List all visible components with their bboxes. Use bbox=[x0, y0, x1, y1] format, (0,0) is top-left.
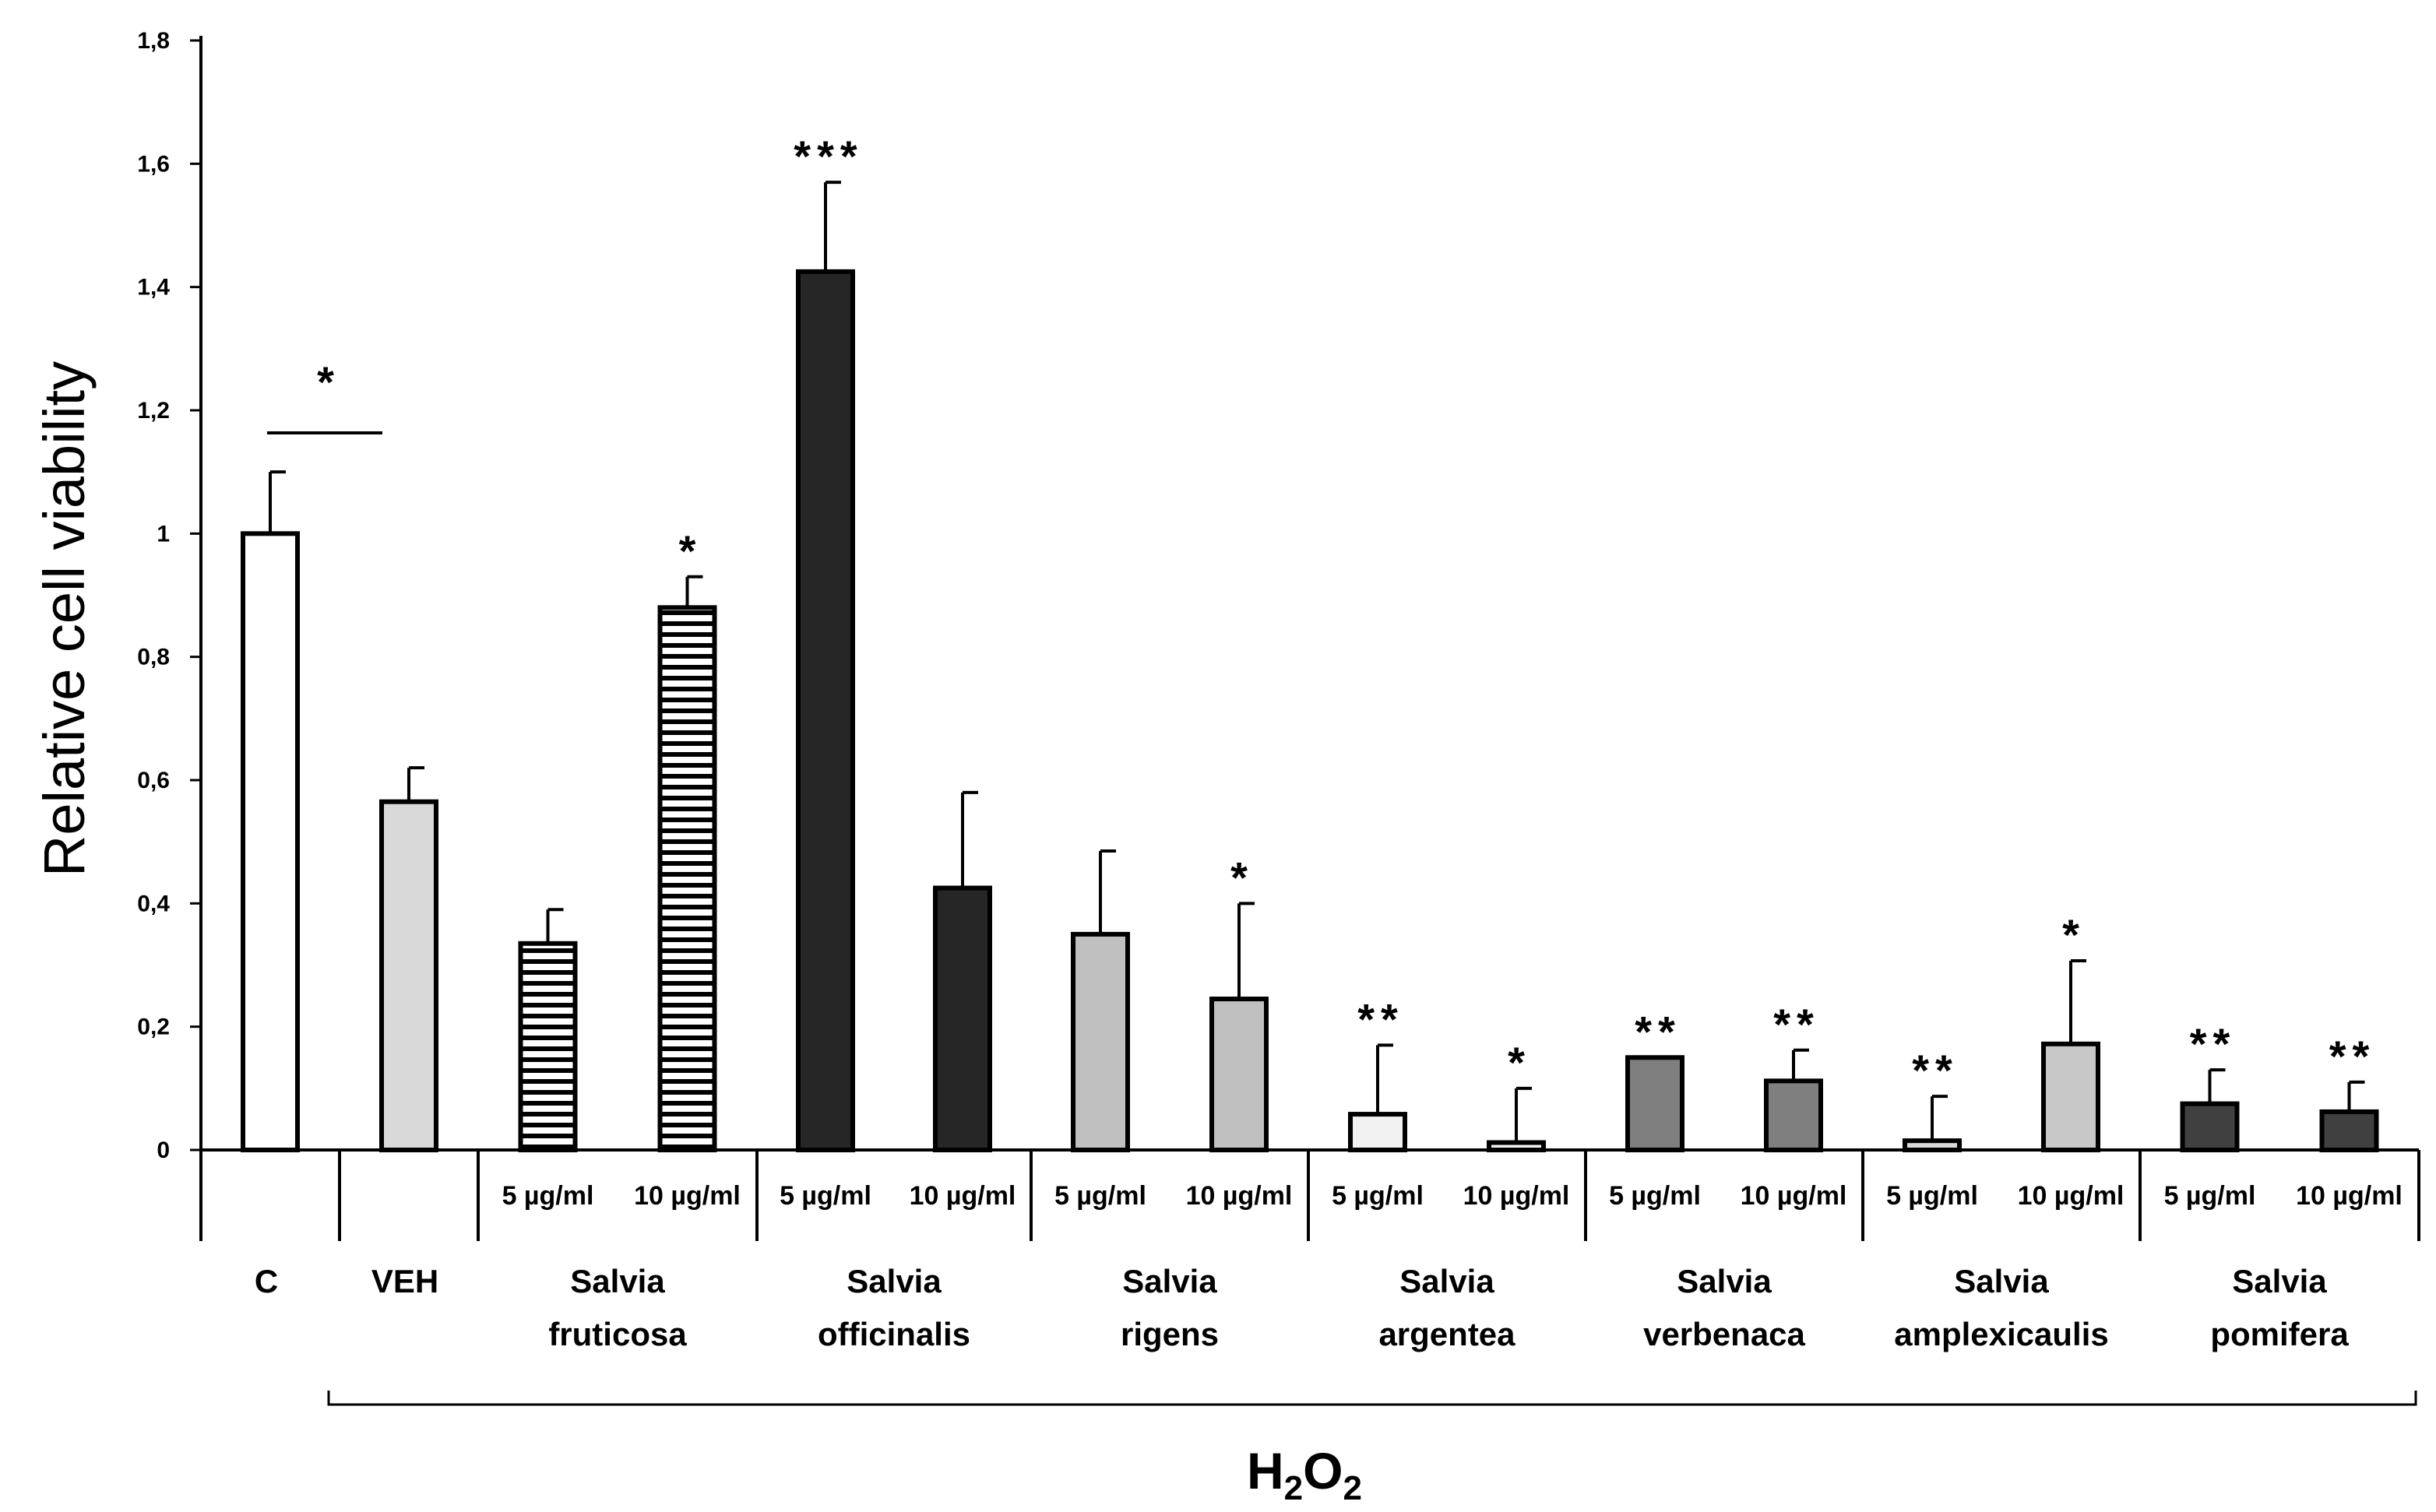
group-label-line2: officinalis bbox=[818, 1316, 970, 1352]
category-dividers bbox=[338, 1150, 2420, 1241]
group-label-line1: Salvia bbox=[1677, 1263, 1772, 1299]
group-label-line1: C bbox=[255, 1263, 278, 1299]
comparison-significance: * bbox=[317, 357, 340, 406]
significance-mark: * bbox=[679, 526, 702, 575]
y-axis-ticks: 0 0,2 0,4 0,6 0,8 1 1,2 1,4 1,6 1,8 bbox=[137, 28, 201, 1163]
y-tick-label: 0,4 bbox=[137, 891, 170, 916]
y-tick-label: 0,8 bbox=[137, 645, 170, 670]
bar bbox=[1487, 1140, 1546, 1152]
h2o2-label: H2O2 bbox=[1247, 1442, 1362, 1507]
y-axis-label: Relative cell viability bbox=[32, 361, 97, 877]
bar bbox=[518, 941, 578, 1152]
dose-label: 5 µg/ml bbox=[1886, 1181, 1978, 1211]
group-label-line2: rigens bbox=[1121, 1316, 1219, 1352]
y-tick-label: 1,6 bbox=[137, 151, 170, 177]
bar bbox=[1764, 1078, 1823, 1153]
group-label-line2: verbenaca bbox=[1643, 1316, 1805, 1352]
dose-label: 10 µg/ml bbox=[1741, 1181, 1847, 1211]
bars bbox=[241, 269, 2379, 1153]
y-tick-label: 1,8 bbox=[137, 28, 170, 54]
group-label-line1: Salvia bbox=[2232, 1263, 2327, 1299]
significance-mark: *** bbox=[794, 132, 863, 181]
bar bbox=[379, 799, 438, 1153]
group-label-line2: amplexicaulis bbox=[1894, 1316, 2108, 1352]
y-tick-label: 1 bbox=[157, 521, 170, 547]
dose-label: 5 µg/ml bbox=[780, 1181, 871, 1211]
group-label-line1: Salvia bbox=[1122, 1263, 1217, 1299]
dose-label: 5 µg/ml bbox=[2164, 1181, 2256, 1211]
significance-marks: ********** ******* ** bbox=[679, 132, 2376, 1095]
dose-label: 10 µg/ml bbox=[634, 1181, 741, 1211]
bar bbox=[1348, 1112, 1407, 1153]
dose-label: 10 µg/ml bbox=[2296, 1181, 2403, 1211]
group-labels: C VEH Salvia fruticosa Salvia officinalis Salv… bbox=[255, 1263, 2349, 1352]
bar bbox=[1209, 997, 1269, 1152]
significance-mark: * bbox=[2062, 910, 2086, 959]
significance-mark: ** bbox=[2329, 1032, 2376, 1081]
bar bbox=[2319, 1109, 2379, 1152]
group-label-line2: pomifera bbox=[2210, 1316, 2349, 1352]
bar bbox=[1903, 1138, 1962, 1152]
h2o2-bracket-line bbox=[327, 1391, 2417, 1406]
bar bbox=[1625, 1055, 1684, 1152]
group-label-line2: fruticosa bbox=[548, 1316, 687, 1352]
significance-mark: * bbox=[1508, 1038, 1531, 1087]
dose-label: 5 µg/ml bbox=[502, 1181, 594, 1211]
significance-mark: ** bbox=[1635, 1007, 1681, 1056]
dose-label: 10 µg/ml bbox=[2018, 1181, 2124, 1211]
bar bbox=[796, 269, 855, 1152]
bar bbox=[241, 531, 300, 1152]
bar bbox=[2041, 1041, 2100, 1153]
y-tick-label: 1,2 bbox=[137, 398, 170, 424]
dose-label: 5 µg/ml bbox=[1609, 1181, 1701, 1211]
y-tick-label: 0,2 bbox=[137, 1014, 170, 1040]
significance-mark: ** bbox=[2190, 1019, 2237, 1068]
y-tick-label: 0 bbox=[157, 1138, 170, 1163]
bar bbox=[2180, 1101, 2240, 1152]
group-label-line1: Salvia bbox=[1399, 1263, 1494, 1299]
group-label-line1: Salvia bbox=[570, 1263, 665, 1299]
group-label-line1: Salvia bbox=[1954, 1263, 2049, 1299]
significance-mark: * bbox=[1230, 853, 1254, 902]
group-label-line2: argentea bbox=[1378, 1316, 1515, 1352]
y-tick-label: 1,4 bbox=[137, 275, 170, 301]
dose-label: 10 µg/ml bbox=[1186, 1181, 1293, 1211]
group-label-line1: Salvia bbox=[847, 1263, 942, 1299]
y-tick-label: 0,6 bbox=[137, 768, 170, 793]
dose-label: 5 µg/ml bbox=[1332, 1181, 1424, 1211]
dose-labels: 5 µg/ml 10 µg/ml 5 µg/ml 10 µg/ml 5 µg/ml 10 … bbox=[502, 1181, 2403, 1211]
significance-mark: ** bbox=[1357, 994, 1404, 1043]
comparison-line: * bbox=[267, 357, 382, 434]
dose-label: 5 µg/ml bbox=[1054, 1181, 1146, 1211]
error-bars bbox=[269, 181, 2365, 1143]
significance-mark: ** bbox=[1912, 1046, 1959, 1095]
h2o2-bracket: H2O2 bbox=[327, 1391, 2417, 1507]
bar bbox=[933, 885, 992, 1152]
dose-label: 10 µg/ml bbox=[910, 1181, 1016, 1211]
bar bbox=[1071, 931, 1130, 1152]
significance-mark: ** bbox=[1773, 1000, 1820, 1049]
dose-label: 10 µg/ml bbox=[1463, 1181, 1570, 1211]
group-label-line1: VEH bbox=[371, 1263, 438, 1299]
bar bbox=[657, 605, 717, 1152]
